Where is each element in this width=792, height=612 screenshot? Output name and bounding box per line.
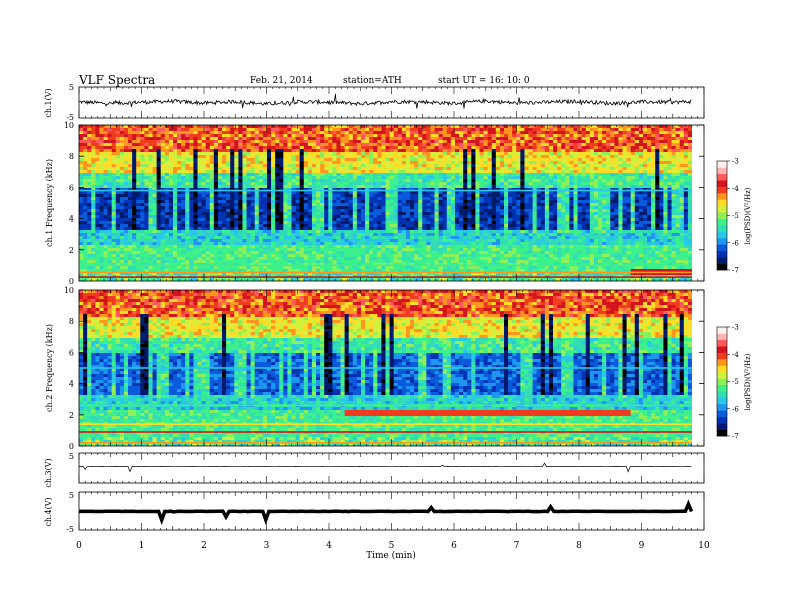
ch2-colorbar-ticks: -3 -4 -5 -6 -7 [727,324,739,441]
time-tick-label: 6 [451,541,457,551]
ch2-spectrogram-ylabel: ch.2 Frequency (kHz) [45,324,54,412]
ch3-waveform-panel: 5 ch.3(V) [44,452,705,488]
ch4-waveform-trace [79,499,694,526]
ch1-waveform-ylabel: ch.1(V) [44,88,53,117]
colorbar-tick-label: -4 [732,351,739,359]
time-axis-labels: 0 1 2 3 4 5 6 7 8 9 10 [76,541,710,551]
colorbar-tick-label: -7 [732,267,739,275]
ch1-spectrogram-plot [79,125,692,281]
ch2-colorbar-label: log(PSD)(V²/Hz) [744,353,752,410]
ch3-waveform-trace [78,462,692,473]
colorbar-tick-label: -6 [732,405,739,413]
colorbar-tick-label: -3 [732,158,739,166]
figure-title: VLF Spectra [78,73,155,87]
spectrogram-ytick-label: 10 [64,121,74,130]
ch4-ytick-top: 5 [69,491,74,500]
ch1-spectrogram-yticks: 0 2 4 6 8 10 [64,121,704,286]
ch2-colorbar: -3 -4 -5 -6 -7 log(PSD)(V²/Hz) [716,324,752,441]
spectrogram-ytick-label: 10 [64,286,74,295]
time-axis-label: Time (min) [366,550,416,561]
time-tick-label: 2 [201,541,207,551]
ch4-waveform-panel: 5 -5 ch.4(V) [44,491,705,534]
date-label: Feb. 21, 2014 [250,76,313,86]
time-tick-label: 7 [514,541,520,551]
ch1-spectrogram-panel: 0 2 4 6 8 10 ch.1 Frequency (kHz) [45,121,705,286]
station-label: station=ATH [343,76,402,86]
ch2-spectrogram-plot [79,290,692,446]
ch3-waveform-ylabel: ch.3(V) [44,458,53,487]
time-tick-label: 4 [326,541,332,551]
ch2-spectrogram-yticks: 0 2 4 6 8 10 [64,286,704,451]
ch1-ytick-bottom: -5 [66,113,74,122]
time-tick-label: 8 [576,541,582,551]
colorbar-tick-label: -7 [732,433,739,441]
colorbar-tick-label: -6 [732,239,739,247]
start-time-label: start UT = 16: 10: 0 [438,76,530,86]
ch1-waveform-trace [78,93,692,109]
spectrogram-ytick-label: 0 [69,442,74,451]
ch4-ytick-bottom: -5 [66,525,74,534]
spectrogram-ytick-label: 6 [69,183,74,192]
time-axis-ticks [78,87,705,530]
time-tick-label: 10 [698,541,710,551]
ch1-waveform-panel: 5 -5 ch.1(V) [44,83,705,122]
time-tick-label: 0 [76,541,82,551]
ch1-spectrogram-ylabel: ch.1 Frequency (kHz) [45,159,54,247]
ch1-colorbar-ticks: -3 -4 -5 -6 -7 [727,158,739,275]
ch4-waveform-ylabel: ch.4(V) [44,497,53,526]
spectrogram-ytick-label: 4 [69,380,74,389]
ch3-ytick-top: 5 [69,452,74,461]
ch1-ytick-top: 5 [69,83,74,92]
ch1-colorbar-label: log(PSD)(V²/Hz) [744,187,752,244]
ch1-colorbar: -3 -4 -5 -6 -7 log(PSD)(V²/Hz) [716,158,752,275]
spectrogram-ytick-label: 6 [69,348,74,357]
spectrogram-ytick-label: 2 [69,411,74,420]
time-tick-label: 9 [639,541,645,551]
spectrogram-ytick-label: 8 [69,152,74,161]
colorbar-tick-label: -5 [732,378,739,386]
spectrogram-ytick-label: 0 [69,277,74,286]
time-tick-label: 3 [264,541,270,551]
ch2-spectrogram-panel: 0 2 4 6 8 10 ch.2 Frequency (kHz) [45,286,705,451]
colorbar-tick-label: -3 [732,324,739,332]
time-tick-label: 5 [389,541,395,551]
time-tick-label: 1 [139,541,145,551]
spectrogram-ytick-label: 8 [69,317,74,326]
spectrogram-ytick-label: 4 [69,215,74,224]
colorbar-tick-label: -5 [732,212,739,220]
spectrogram-ytick-label: 2 [69,246,74,255]
colorbar-tick-label: -4 [732,185,739,193]
